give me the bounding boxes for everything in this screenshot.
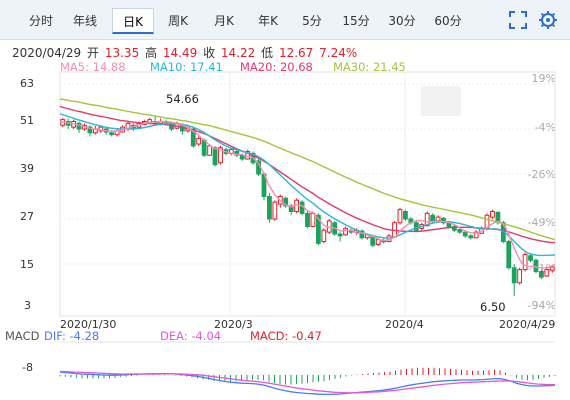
close-label: 收 [203,46,216,60]
ma20-legend: MA20: 20.68 [240,60,313,74]
x-tick-jan30: 2020/1/30 [60,318,117,331]
candle-body [462,231,468,237]
high-annotation: 54.66 [166,92,199,106]
right-tick-minus4: -4% [534,121,556,134]
candle-body [506,241,512,269]
candle-body [403,211,408,220]
candle-body [538,271,544,278]
candle-body [528,255,533,261]
candle-body [201,139,207,156]
watermark [421,86,461,116]
candle-body [473,231,479,239]
x-tick-apr29: 2020/4/29 [499,318,556,331]
low-annotation: 6.50 [480,300,506,314]
y-tick-39: 39 [20,162,34,175]
ma5-line [59,120,556,269]
tab-day-k[interactable]: 日K [112,8,154,34]
candle-body [87,126,93,134]
ohlc-info-row: 2020/04/29 开 13.35 高 14.49 收 14.22 低 12.… [12,44,359,61]
candle-body [267,196,272,220]
low-label: 低 [261,46,274,60]
x-tick-apr: 2020/4 [385,318,424,331]
macd-title: MACD [5,329,40,343]
high-label: 高 [145,46,158,60]
candle-body [397,209,403,224]
macd-y-tick: -8 [22,361,33,374]
candle-body [451,226,457,231]
candle-body [441,217,446,224]
right-tick-minus94: -94% [527,299,556,312]
candle-body [98,126,104,132]
candle-body [511,267,517,284]
candle-body [549,266,555,271]
tab-60min[interactable]: 60分 [434,14,462,28]
candle-body [413,222,419,231]
low-value: 12.67 [278,46,314,60]
open-label: 开 [87,46,100,60]
ma30-line [59,98,556,241]
candle-body [234,151,240,156]
candle-body [321,229,327,242]
candle-body [337,233,343,237]
candle-body [533,259,539,272]
y-tick-15: 15 [20,258,34,271]
tab-minute[interactable]: 分时 [28,14,53,28]
open-value: 13.35 [104,46,140,60]
candle-body [218,147,223,164]
tab-30min[interactable]: 30分 [388,14,416,28]
period-tabbar: 分时 年线 日K 周K 月K 年K 5分 15分 30分 60分 [0,0,570,40]
tab-15min[interactable]: 15分 [342,14,370,28]
info-date: 2020/04/29 [12,46,82,60]
tab-year-line[interactable]: 年线 [72,14,97,28]
y-tick-63: 63 [20,77,34,90]
close-value: 14.22 [220,46,256,60]
candle-body [343,227,348,236]
price-panel-frame [59,71,556,317]
candle-body [288,205,294,212]
y-tick-3: 3 [24,299,31,312]
candle-body [196,137,202,145]
tab-month-k[interactable]: 月K [214,14,234,28]
candle-body [544,269,550,277]
ma5-legend: MA5: 14.88 [60,60,126,74]
ma30-legend: MA30: 21.45 [333,60,406,74]
dif-legend: DIF: -4.28 [44,329,100,343]
tab-week-k[interactable]: 周K [168,14,188,28]
candle-body [239,154,245,160]
y-tick-27: 27 [20,210,34,223]
candle-body [305,212,310,227]
candle-body [517,269,523,284]
candle-body [435,216,441,222]
candle-body [490,211,495,218]
dea-legend: DEA: -4.04 [160,329,222,343]
candle-body [147,119,153,123]
dea-line [59,370,556,394]
change-percent: 7.24% [319,46,358,60]
candle-body [190,128,196,147]
y-tick-51: 51 [20,114,34,127]
right-tick-19: 19% [531,72,556,85]
tab-5min[interactable]: 5分 [302,14,322,28]
candle-body [424,212,430,227]
macd-legend: MACD: -0.47 [250,329,322,343]
tab-year-k[interactable]: 年K [258,14,278,28]
candle-body [212,147,218,166]
candle-body [468,235,474,239]
ma10-legend: MA10: 17.41 [150,60,223,74]
candle-body [522,254,528,271]
candle-body [272,201,278,220]
candle-body [283,197,289,207]
candle-body [430,214,436,222]
candle-body [359,230,365,239]
ma10-line [59,113,556,257]
candle-body [207,145,212,156]
settings-icon[interactable] [537,9,559,31]
candle-body [109,132,115,136]
high-value: 14.49 [162,46,198,60]
candle-body [457,229,463,233]
fullscreen-icon[interactable] [507,9,529,31]
x-tick-mar: 2020/3 [214,318,253,331]
candle-body [315,214,321,244]
